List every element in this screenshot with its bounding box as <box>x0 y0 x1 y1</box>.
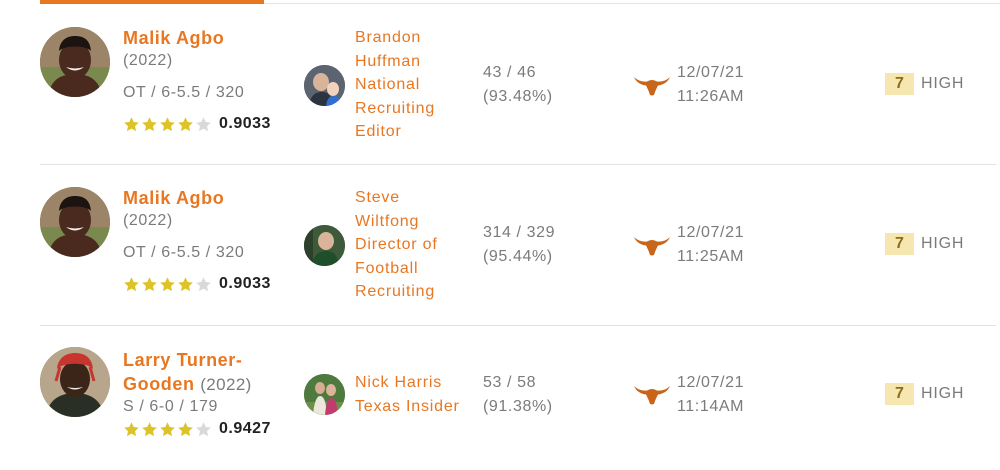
star-filled-icon <box>141 421 158 438</box>
header-divider <box>264 3 1000 4</box>
recruiter-name-title[interactable]: Nick Harris Texas Insider <box>355 371 480 418</box>
accuracy-record: 314 / 329 <box>483 224 556 241</box>
accuracy-record: 53 / 58 <box>483 374 537 391</box>
star-rating: 0.9033 <box>123 274 271 294</box>
star-empty-icon <box>195 421 212 438</box>
player-year: (2022) <box>123 212 173 229</box>
star-filled-icon <box>123 116 140 133</box>
prediction-date: 12/07/21 <box>677 224 745 241</box>
player-name[interactable]: Malik Agbo <box>123 28 225 48</box>
player-name: Gooden <box>123 374 195 394</box>
confidence-label: HIGH <box>921 385 965 402</box>
prediction-time: 11:26AM <box>677 88 745 105</box>
prediction-date: 12/07/21 <box>677 64 745 81</box>
player-position-measurements: OT / 6-5.5 / 320 <box>123 84 245 101</box>
star-empty-icon <box>195 116 212 133</box>
player-avatar[interactable] <box>40 347 110 417</box>
star-rating: 0.9427 <box>123 419 271 439</box>
star-filled-icon <box>123 421 140 438</box>
recruiter-line: Recruiting <box>355 99 436 117</box>
star-filled-icon <box>159 116 176 133</box>
player-avatar[interactable] <box>40 187 110 257</box>
star-filled-icon <box>123 276 140 293</box>
confidence-score-badge: 7 <box>885 383 914 405</box>
recruiter-line: Texas Insider <box>355 397 460 415</box>
recruiter-line: Brandon <box>355 29 422 46</box>
confidence-label: HIGH <box>921 235 965 252</box>
recruiter-line: Wiltfong <box>355 212 420 230</box>
prediction-datetime: 12/07/21 11:26AM <box>677 61 744 109</box>
player-year: (2022) <box>123 52 173 69</box>
star-filled-icon <box>159 276 176 293</box>
longhorn-logo-icon <box>633 74 671 96</box>
prediction-date: 12/07/21 <box>677 374 745 391</box>
prediction-row: Malik Agbo (2022) OT / 6-5.5 / 320 0.903… <box>0 168 1000 308</box>
prediction-datetime: 12/07/21 11:25AM <box>677 221 744 269</box>
accuracy-percent: (91.38%) <box>483 398 553 415</box>
longhorn-logo-icon <box>633 383 671 405</box>
recruiter-line: Editor <box>355 123 402 140</box>
star-filled-icon <box>159 421 176 438</box>
recruiter-name-title[interactable]: Steve Wiltfong Director of Football Recr… <box>355 186 480 304</box>
recruiter-line: Nick Harris <box>355 374 443 391</box>
prediction-time: 11:14AM <box>677 398 745 415</box>
recruiter-line: Steve <box>355 189 400 206</box>
recruiter-avatar[interactable] <box>304 65 345 106</box>
row-divider <box>40 325 996 326</box>
player-rating: 0.9033 <box>219 275 271 292</box>
prediction-datetime: 12/07/21 11:14AM <box>677 371 744 419</box>
star-empty-icon <box>195 276 212 293</box>
prediction-time: 11:25AM <box>677 248 745 265</box>
longhorn-logo-icon <box>633 234 671 256</box>
star-filled-icon <box>177 421 194 438</box>
prediction-row: Larry Turner- Gooden (2022) S / 6-0 / 17… <box>0 330 1000 470</box>
recruiter-line: Recruiting <box>355 283 436 300</box>
player-avatar[interactable] <box>40 27 110 97</box>
recruiter-avatar[interactable] <box>304 374 345 415</box>
star-rating: 0.9033 <box>123 114 271 134</box>
player-rating: 0.9427 <box>219 420 271 437</box>
recruiter-line: National <box>355 76 421 93</box>
prediction-accuracy: 314 / 329 (95.44%) <box>483 221 555 269</box>
recruiter-line: Huffman <box>355 52 421 70</box>
player-name-line2-with-year[interactable]: Gooden (2022) <box>123 372 252 397</box>
accuracy-percent: (93.48%) <box>483 88 553 105</box>
recruiter-line: Football <box>355 259 419 277</box>
player-name-line1[interactable]: Larry Turner- <box>123 350 243 370</box>
prediction-accuracy: 53 / 58 (91.38%) <box>483 371 553 419</box>
star-filled-icon <box>141 116 158 133</box>
player-rating: 0.9033 <box>219 115 271 132</box>
prediction-row: Malik Agbo (2022) OT / 6-5.5 / 320 0.903… <box>0 8 1000 148</box>
confidence-score-badge: 7 <box>885 233 914 255</box>
prediction-accuracy: 43 / 46 (93.48%) <box>483 61 553 109</box>
player-position-measurements: S / 6-0 / 179 <box>123 398 218 415</box>
confidence-label: HIGH <box>921 75 965 92</box>
star-filled-icon <box>177 116 194 133</box>
player-name[interactable]: Malik Agbo <box>123 188 225 208</box>
recruiter-name-title[interactable]: Brandon Huffman National Recruiting Edit… <box>355 26 480 144</box>
player-year: (2022) <box>200 375 252 394</box>
star-filled-icon <box>177 276 194 293</box>
star-filled-icon <box>141 276 158 293</box>
player-position-measurements: OT / 6-5.5 / 320 <box>123 244 245 261</box>
accuracy-record: 43 / 46 <box>483 64 537 81</box>
active-tab-indicator <box>40 0 264 4</box>
accuracy-percent: (95.44%) <box>483 248 553 265</box>
recruiter-line: Director of <box>355 236 438 253</box>
row-divider <box>40 164 996 165</box>
confidence-score-badge: 7 <box>885 73 914 95</box>
recruiter-avatar[interactable] <box>304 225 345 266</box>
